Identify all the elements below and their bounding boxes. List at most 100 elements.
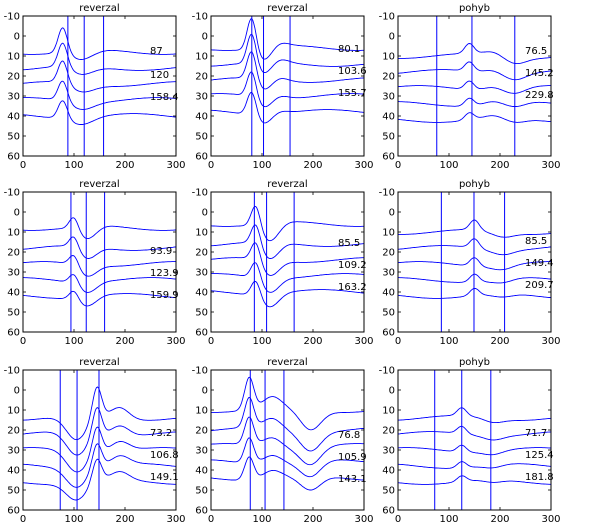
y-tick-label: 20 [7, 248, 20, 259]
annotation-label: 85.5 [525, 236, 547, 247]
y-tick-label: 60 [7, 152, 20, 163]
plot-frame [22, 191, 177, 333]
x-tick-label: 0 [20, 336, 26, 347]
y-tick-label: 60 [382, 506, 395, 517]
x-tick-label: 0 [20, 160, 26, 171]
x-tick-label: 0 [395, 336, 401, 347]
y-tick-label: 30 [7, 446, 20, 457]
y-tick-label: 40 [7, 288, 20, 299]
y-tick-label: 0 [202, 386, 208, 397]
annotation-label: 80.1 [338, 44, 360, 55]
plot-frame [210, 369, 365, 511]
annotation-label: 125.4 [525, 450, 554, 461]
x-tick-label: 100 [252, 514, 271, 525]
x-tick-label: 300 [541, 160, 560, 171]
y-tick-label: -10 [192, 12, 208, 23]
trace-3 [398, 444, 551, 456]
x-tick-label: 200 [303, 336, 322, 347]
trace-5 [397, 475, 551, 485]
x-tick-label: 100 [64, 160, 83, 171]
y-tick-label: 60 [195, 328, 208, 339]
subplot-title: reverzal [79, 179, 119, 190]
y-tick-label: 30 [7, 92, 20, 103]
trace-1 [210, 18, 364, 60]
y-tick-label: 60 [382, 328, 395, 339]
annotation-label: 87 [150, 46, 163, 57]
annotation-label: 105.9 [338, 452, 367, 463]
x-tick-label: 300 [541, 336, 560, 347]
subplot-title: pohyb [459, 357, 490, 368]
annotation-label: 143.1 [338, 474, 367, 485]
y-tick-label: 20 [7, 426, 20, 437]
trace-4 [23, 274, 177, 293]
annotation-label: 123.9 [150, 268, 179, 279]
trace-3 [210, 242, 364, 276]
y-tick-label: 10 [382, 228, 395, 239]
annotation-label: 76.5 [525, 46, 547, 57]
y-tick-label: 60 [195, 506, 208, 517]
trace-5 [22, 458, 176, 501]
annotation-label: 73.2 [150, 428, 172, 439]
trace-3 [210, 416, 364, 466]
x-tick-label: 100 [439, 336, 458, 347]
y-tick-label: 20 [195, 248, 208, 259]
trace-2 [210, 224, 365, 259]
x-tick-label: 200 [490, 514, 509, 525]
trace-4 [210, 437, 365, 478]
plot-frame [210, 191, 365, 333]
annotation-label: 145.2 [525, 68, 554, 79]
annotation-label: 229.8 [525, 90, 554, 101]
plot-frame [210, 15, 365, 157]
trace-2 [22, 236, 177, 259]
x-tick-label: 100 [64, 336, 83, 347]
y-tick-label: 20 [382, 248, 395, 259]
x-tick-label: 0 [208, 514, 214, 525]
x-tick-label: 200 [115, 160, 134, 171]
annotation-label: 71.7 [525, 428, 547, 439]
annotation-label: 159.9 [150, 290, 179, 301]
trace-4 [23, 80, 177, 110]
trace-3 [22, 60, 176, 93]
x-tick-label: 0 [395, 514, 401, 525]
y-tick-label: -10 [4, 366, 20, 377]
trace-1 [23, 217, 176, 240]
y-tick-label: -10 [4, 12, 20, 23]
annotation-label: 109.2 [338, 260, 367, 271]
y-tick-label: 10 [195, 228, 208, 239]
trace-4 [397, 461, 552, 469]
x-tick-label: 100 [252, 336, 271, 347]
y-tick-label: 0 [389, 386, 395, 397]
y-tick-label: -10 [379, 12, 395, 23]
trace-5 [22, 290, 177, 307]
y-tick-label: -10 [379, 188, 395, 199]
x-tick-label: 200 [490, 160, 509, 171]
y-tick-label: 50 [195, 486, 208, 497]
trace-1 [22, 386, 177, 441]
subplot-title: reverzal [79, 357, 119, 368]
y-tick-label: 10 [7, 52, 20, 63]
trace-5 [210, 456, 365, 491]
y-tick-label: 10 [382, 406, 395, 417]
trace-5 [210, 280, 365, 308]
y-tick-label: 0 [202, 32, 208, 43]
y-tick-label: 40 [195, 112, 208, 123]
y-tick-label: 60 [195, 152, 208, 163]
x-tick-label: 200 [490, 336, 509, 347]
subplot-title: reverzal [79, 3, 119, 14]
x-tick-label: 300 [166, 514, 185, 525]
y-tick-label: -10 [4, 188, 20, 199]
annotation-label: 106.8 [150, 450, 179, 461]
y-tick-label: 50 [7, 132, 20, 143]
trace-3 [397, 257, 551, 271]
x-tick-label: 200 [303, 514, 322, 525]
y-tick-label: 30 [195, 268, 208, 279]
y-tick-label: 20 [7, 72, 20, 83]
trace-2 [210, 397, 365, 452]
y-tick-label: 10 [7, 406, 20, 417]
y-tick-label: 60 [382, 152, 395, 163]
